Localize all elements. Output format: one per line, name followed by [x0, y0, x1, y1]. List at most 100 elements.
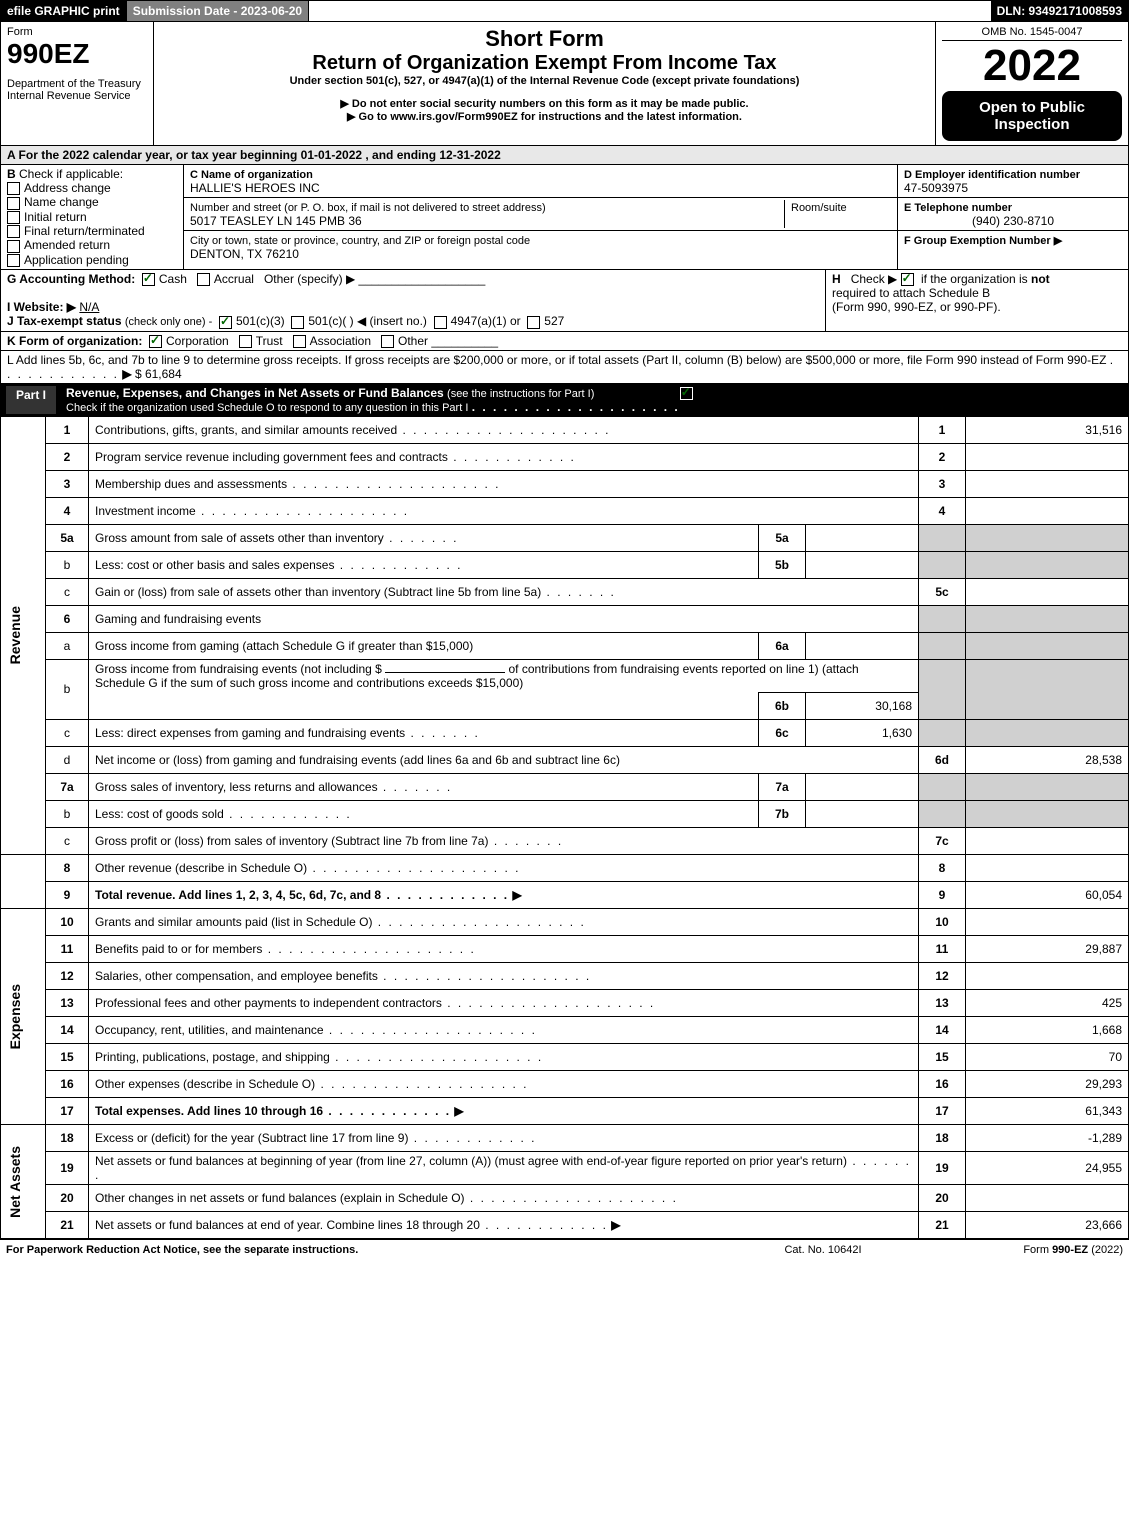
line-14-r: 14: [919, 1016, 966, 1043]
line-19-num: 19: [46, 1151, 89, 1184]
line-7c-num: c: [46, 827, 89, 854]
form-number: 990EZ: [7, 38, 147, 70]
line-16-r: 16: [919, 1070, 966, 1097]
h-check: Check ▶: [851, 272, 898, 286]
line-7a-r-shade: [919, 773, 966, 800]
j-label: J Tax-exempt status: [7, 314, 122, 328]
line-5a-r-shade: [919, 524, 966, 551]
line-7b-num: b: [46, 800, 89, 827]
line-5b-r-shade: [919, 551, 966, 578]
chk-schedule-o-used[interactable]: [680, 387, 693, 400]
line-3-text: Membership dues and assessments: [95, 477, 500, 491]
opt-association: Association: [310, 334, 371, 348]
short-form-title: Short Form: [160, 26, 929, 52]
line-7b-r-shade: [919, 800, 966, 827]
line-8-amount: [966, 854, 1129, 881]
l-arrow: ▶: [122, 367, 131, 381]
open-to-public: Open to Public Inspection: [942, 91, 1122, 141]
line-13-num: 13: [46, 989, 89, 1016]
page-footer: For Paperwork Reduction Act Notice, see …: [0, 1239, 1129, 1260]
section-a-tax-year: A For the 2022 calendar year, or tax yea…: [0, 146, 1129, 165]
chk-corporation[interactable]: [149, 335, 162, 348]
chk-cash[interactable]: [142, 273, 155, 286]
chk-final-return[interactable]: [7, 225, 20, 238]
chk-initial-return[interactable]: [7, 211, 20, 224]
line-9-amount: 60,054: [966, 881, 1129, 908]
line-6b-blank: [385, 672, 505, 673]
line-5a-text: Gross amount from sale of assets other t…: [95, 531, 459, 545]
line-11-amount: 29,887: [966, 935, 1129, 962]
chk-address-change[interactable]: [7, 182, 20, 195]
line-7c-text: Gross profit or (loss) from sales of inv…: [95, 834, 563, 848]
line-14-text: Occupancy, rent, utilities, and maintena…: [95, 1023, 537, 1037]
line-17-arrow: ▶: [454, 1104, 463, 1118]
website[interactable]: N/A: [79, 300, 99, 314]
chk-501c3[interactable]: [219, 316, 232, 329]
chk-schedule-b-not-required[interactable]: [901, 273, 914, 286]
dept-irs: Internal Revenue Service: [7, 90, 147, 102]
chk-name-change[interactable]: [7, 197, 20, 210]
chk-accrual[interactable]: [197, 273, 210, 286]
line-20-amount: [966, 1184, 1129, 1211]
gross-receipts: $ 61,684: [135, 367, 182, 381]
line-5b-box-val: [806, 551, 919, 578]
chk-trust[interactable]: [239, 335, 252, 348]
line-15-num: 15: [46, 1043, 89, 1070]
b-prompt: Check if applicable:: [19, 167, 123, 181]
line-6a-text: Gross income from gaming (attach Schedul…: [89, 632, 759, 659]
e-label: E Telephone number: [904, 202, 1012, 214]
opt-trust: Trust: [256, 334, 283, 348]
chk-application-pending[interactable]: [7, 254, 20, 267]
org-info-row: B Check if applicable: Address change Na…: [0, 165, 1129, 270]
chk-501c[interactable]: [291, 316, 304, 329]
line-1-r: 1: [919, 416, 966, 443]
line-15-r: 15: [919, 1043, 966, 1070]
line-6d-amount: 28,538: [966, 746, 1129, 773]
line-6c-box-val: 1,630: [806, 719, 919, 746]
line-6b-box-lbl: 6b: [759, 692, 806, 719]
line-18-text: Excess or (deficit) for the year (Subtra…: [95, 1131, 536, 1145]
line-11-num: 11: [46, 935, 89, 962]
chk-amended[interactable]: [7, 240, 20, 253]
goto-url[interactable]: ▶ Go to www.irs.gov/Form990EZ for instru…: [160, 110, 929, 123]
line-5c-r: 5c: [919, 578, 966, 605]
line-12-amount: [966, 962, 1129, 989]
chk-association[interactable]: [293, 335, 306, 348]
line-6c-box-lbl: 6c: [759, 719, 806, 746]
line-6b-text1: Gross income from fundraising events (no…: [95, 662, 382, 676]
chk-other-org[interactable]: [381, 335, 394, 348]
opt-application-pending: Application pending: [24, 253, 129, 267]
line-6a-r-shade: [919, 632, 966, 659]
line-21-r: 21: [919, 1211, 966, 1238]
k-row: K Form of organization: Corporation Trus…: [0, 332, 1129, 351]
line-3-r: 3: [919, 470, 966, 497]
line-5b-num: b: [46, 551, 89, 578]
line-17-num: 17: [46, 1097, 89, 1124]
dept-treasury: Department of the Treasury: [7, 78, 147, 90]
line-12-num: 12: [46, 962, 89, 989]
line-5c-num: c: [46, 578, 89, 605]
chk-4947[interactable]: [434, 316, 447, 329]
line-18-num: 18: [46, 1124, 89, 1151]
line-6-r-shade: [919, 605, 966, 632]
line-10-amount: [966, 908, 1129, 935]
line-20-r: 20: [919, 1184, 966, 1211]
line-1-amount: 31,516: [966, 416, 1129, 443]
line-6b-r-shade: [919, 659, 966, 719]
h-t4: (Form 990, 990-EZ, or 990-PF).: [832, 300, 1001, 314]
line-6c-amt-shade: [966, 719, 1129, 746]
line-20-num: 20: [46, 1184, 89, 1211]
form-word: Form: [7, 26, 147, 38]
line-3-num: 3: [46, 470, 89, 497]
form-footer-form: 990-EZ: [1052, 1244, 1088, 1256]
line-12-r: 12: [919, 962, 966, 989]
line-7c-r: 7c: [919, 827, 966, 854]
line-20-text: Other changes in net assets or fund bala…: [95, 1191, 678, 1205]
line-10-r: 10: [919, 908, 966, 935]
line-14-amount: 1,668: [966, 1016, 1129, 1043]
line-17-amount: 61,343: [966, 1097, 1129, 1124]
line-6-amt-shade: [966, 605, 1129, 632]
line-15-text: Printing, publications, postage, and shi…: [95, 1050, 543, 1064]
efile-print-label[interactable]: efile GRAPHIC print: [1, 1, 127, 21]
chk-527[interactable]: [527, 316, 540, 329]
